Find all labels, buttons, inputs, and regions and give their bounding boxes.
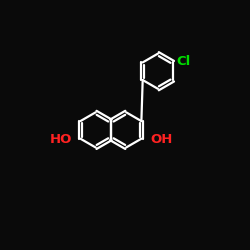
Text: HO: HO [50, 134, 72, 146]
Text: OH: OH [150, 134, 172, 146]
Text: Cl: Cl [177, 55, 191, 68]
